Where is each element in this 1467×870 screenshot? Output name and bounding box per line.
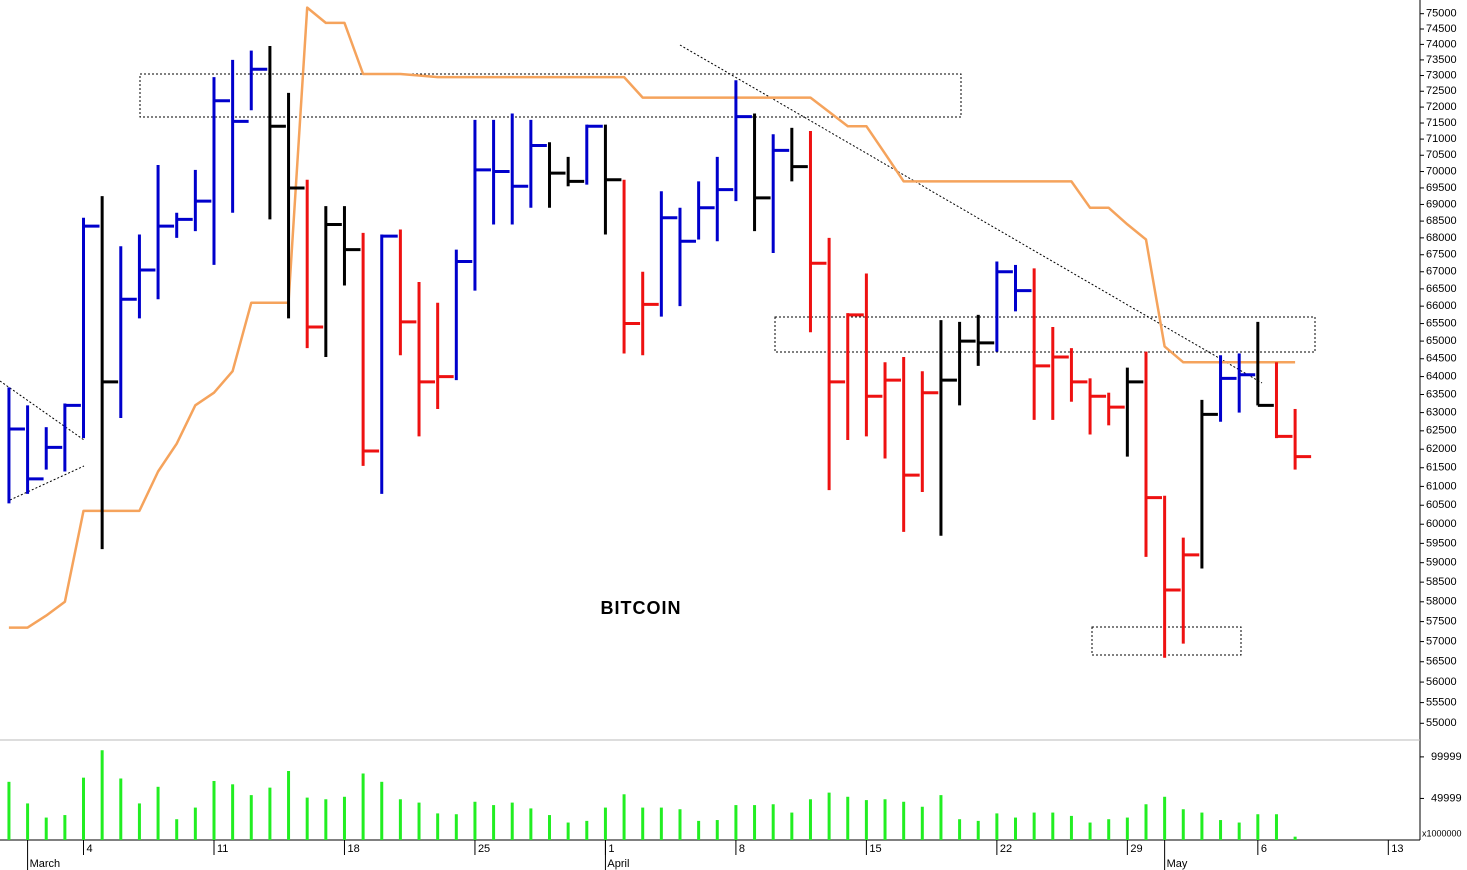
y-tick-label: 72000	[1426, 101, 1457, 113]
x-tick-label: 22	[1000, 843, 1012, 855]
y-tick-label: 75000	[1426, 8, 1457, 20]
y-tick-label: 70000	[1426, 165, 1457, 177]
month-label: May	[1167, 858, 1188, 870]
y-tick-label: 70500	[1426, 149, 1457, 161]
x-tick-label: 11	[217, 843, 228, 855]
x-tick-label: 25	[478, 843, 490, 855]
volume-tick-label: 99999	[1431, 751, 1462, 763]
y-tick-label: 61000	[1426, 480, 1457, 492]
y-tick-label: 55000	[1426, 717, 1457, 729]
y-tick-label: 68000	[1426, 232, 1457, 244]
x-tick-label: 8	[739, 843, 745, 855]
y-tick-label: 62500	[1426, 425, 1457, 437]
overlay-line	[8, 6, 1296, 629]
y-tick-label: 68500	[1426, 215, 1457, 227]
x-tick-label: 13	[1391, 843, 1403, 855]
y-tick-label: 60500	[1426, 499, 1457, 511]
x-tick-label: 1	[608, 843, 614, 855]
y-tick-label: 59500	[1426, 537, 1457, 549]
x-tick-label: 15	[869, 843, 881, 855]
y-tick-label: 58000	[1426, 596, 1457, 608]
y-tick-label: 73000	[1426, 69, 1457, 81]
y-tick-label: 58500	[1426, 576, 1457, 588]
y-tick-label: 74000	[1426, 38, 1457, 50]
y-tick-label: 74500	[1426, 23, 1457, 35]
x-tick-label: 6	[1261, 843, 1267, 855]
trend-line	[0, 380, 85, 441]
volume-tick-label: 49999	[1431, 792, 1462, 804]
y-tick-label: 62000	[1426, 443, 1457, 455]
y-tick-label: 63000	[1426, 407, 1457, 419]
y-tick-label: 63500	[1426, 388, 1457, 400]
range-box	[774, 316, 1316, 353]
y-tick-label: 69000	[1426, 198, 1457, 210]
y-tick-label: 72500	[1426, 85, 1457, 97]
trend-line	[679, 44, 1263, 384]
x-tick-label: 4	[87, 843, 93, 855]
y-tick-label: 55500	[1426, 697, 1457, 709]
y-tick-label: 56000	[1426, 676, 1457, 688]
y-tick-label: 66500	[1426, 283, 1457, 295]
y-tick-label: 73500	[1426, 54, 1457, 66]
trend-line	[9, 465, 85, 501]
marks: 75000 74500 74000 73500 73000 72500 72000 71500…	[7, 6, 1462, 870]
y-tick-label: 57000	[1426, 635, 1457, 647]
y-tick-label: 64000	[1426, 370, 1457, 382]
chart-title: BITCOIN	[601, 598, 682, 618]
y-tick-label: 67500	[1426, 249, 1457, 261]
y-tick-label: 65500	[1426, 317, 1457, 329]
y-tick-label: 65000	[1426, 335, 1457, 347]
y-tick-label: 60000	[1426, 518, 1457, 530]
y-tick-label: 71000	[1426, 133, 1457, 145]
y-tick-label: 67000	[1426, 266, 1457, 278]
y-tick-label: 64500	[1426, 353, 1457, 365]
month-label: April	[607, 858, 629, 870]
month-label: March	[30, 858, 61, 870]
y-tick-label: 56500	[1426, 656, 1457, 668]
x-tick-label: 18	[347, 843, 359, 855]
y-tick-label: 69500	[1426, 182, 1457, 194]
range-box	[1091, 626, 1242, 656]
y-tick-label: 61500	[1426, 462, 1457, 474]
volume-unit: x1000000	[1422, 828, 1462, 838]
y-tick-label: 57500	[1426, 616, 1457, 628]
y-tick-label: 66000	[1426, 300, 1457, 312]
y-tick-label: 59000	[1426, 557, 1457, 569]
y-tick-label: 71500	[1426, 117, 1457, 129]
x-tick-label: 29	[1130, 843, 1142, 855]
